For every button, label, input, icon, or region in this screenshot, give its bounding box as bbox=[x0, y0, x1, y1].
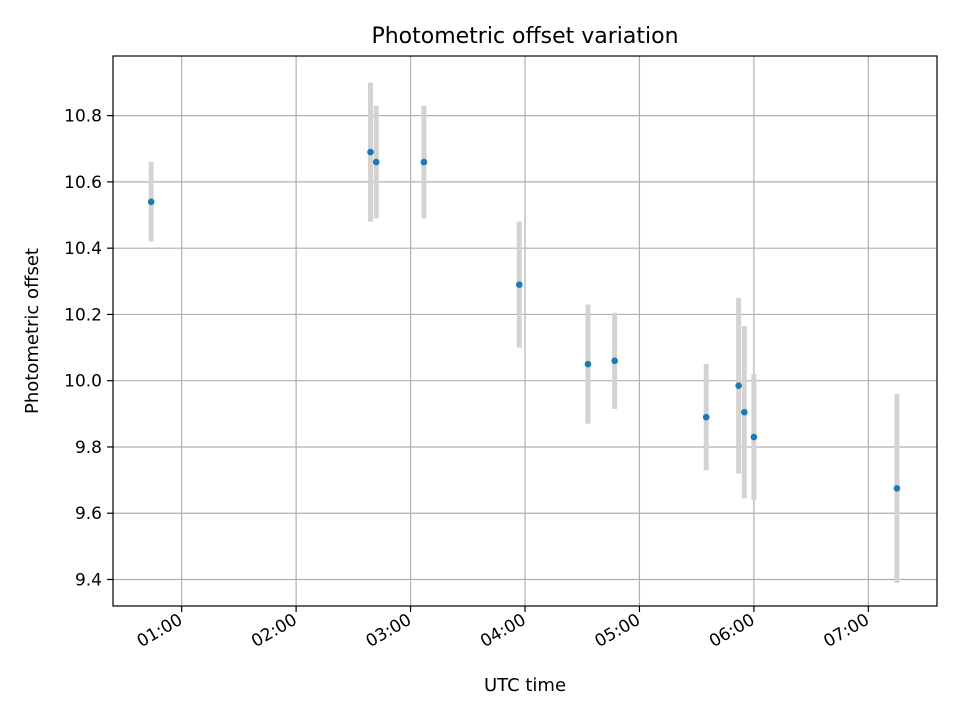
y-tick-label: 9.6 bbox=[75, 504, 102, 524]
data-point bbox=[367, 148, 374, 156]
data-points bbox=[147, 148, 901, 492]
y-tick-label: 9.8 bbox=[75, 438, 102, 458]
data-point bbox=[735, 382, 742, 389]
y-tick-label: 10.4 bbox=[64, 239, 102, 259]
x-axis-label: UTC time bbox=[484, 675, 566, 696]
data-point bbox=[611, 357, 618, 365]
data-point bbox=[702, 413, 710, 421]
y-axis-label: Photometric offset bbox=[22, 248, 43, 414]
y-tick-label: 10.6 bbox=[64, 173, 102, 193]
chart-title: Photometric offset variation bbox=[371, 24, 678, 49]
data-point bbox=[741, 408, 748, 416]
data-point bbox=[515, 281, 523, 288]
grid-lines bbox=[113, 56, 937, 606]
y-tick-label: 9.4 bbox=[75, 570, 102, 590]
data-point bbox=[750, 433, 758, 441]
data-point bbox=[372, 158, 380, 166]
y-tick-label: 10.2 bbox=[64, 305, 102, 325]
y-tick-label: 10.8 bbox=[64, 107, 102, 127]
data-point bbox=[893, 485, 901, 492]
data-point bbox=[420, 158, 428, 166]
y-axis-ticks: 9.4 9.6 9.8 10.0 10.2 10.4 10.6 10.8 bbox=[64, 107, 113, 590]
data-point bbox=[147, 198, 155, 206]
data-point bbox=[584, 360, 592, 368]
y-tick-label: 10.0 bbox=[64, 372, 102, 392]
